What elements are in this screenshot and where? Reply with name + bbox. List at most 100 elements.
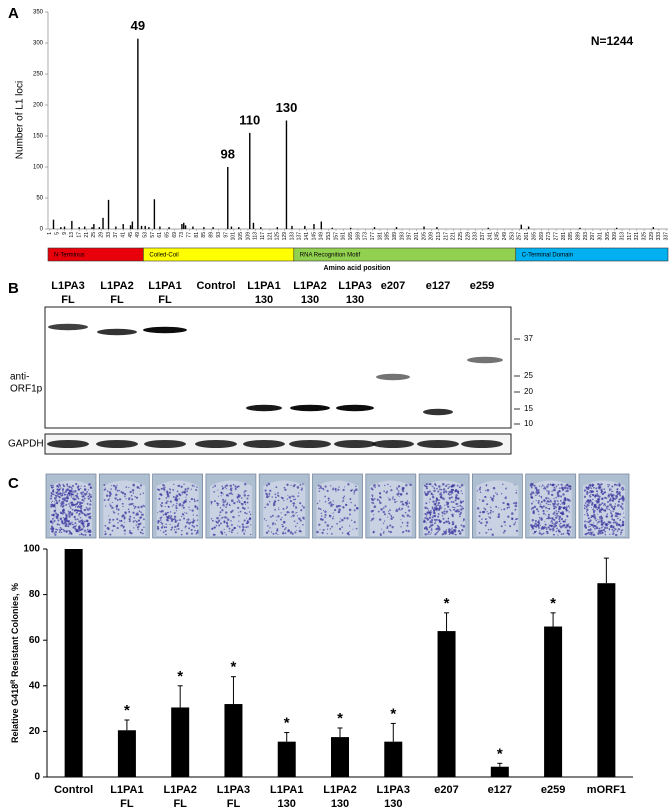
colony (561, 488, 565, 491)
colony (596, 493, 598, 495)
colony (487, 528, 490, 531)
colony (53, 532, 55, 534)
bar (331, 737, 349, 777)
x-tick-label: 113 (253, 232, 259, 240)
colony (554, 524, 558, 527)
colony (112, 484, 115, 487)
colony (560, 517, 564, 521)
x-tick-label: 301 (597, 232, 603, 241)
bar (140, 225, 143, 229)
colony (88, 516, 91, 519)
colony (396, 509, 398, 511)
colony (62, 488, 64, 490)
colony (63, 521, 66, 524)
band (195, 440, 237, 448)
colony (338, 527, 342, 531)
colony (515, 491, 518, 494)
colony (54, 501, 56, 503)
colony (250, 524, 252, 526)
colony (237, 493, 240, 496)
colony (69, 507, 72, 509)
bar (115, 226, 117, 229)
colony (196, 529, 199, 532)
colony (530, 496, 534, 499)
colony (616, 488, 619, 490)
colony (461, 506, 463, 508)
colony (594, 494, 597, 497)
bar (490, 766, 509, 777)
colony (56, 494, 59, 496)
bar (91, 227, 93, 229)
well (369, 480, 412, 536)
colony (129, 529, 131, 532)
colony (443, 521, 445, 524)
colony (143, 526, 145, 528)
colony (89, 495, 93, 499)
colony (138, 510, 141, 512)
colony (165, 523, 167, 526)
colony (535, 525, 538, 528)
colony (565, 526, 568, 529)
band (467, 356, 503, 364)
colony (560, 506, 563, 508)
colony (564, 526, 566, 529)
x-tick-label: 233 (473, 232, 479, 241)
colony (80, 519, 82, 522)
colony (59, 511, 63, 515)
colony (596, 523, 598, 525)
colony (353, 493, 355, 495)
colony (437, 501, 441, 505)
colony (483, 507, 485, 509)
colony (140, 505, 143, 509)
colony (597, 518, 599, 520)
colony (117, 508, 120, 511)
colony (129, 515, 132, 518)
colony (130, 503, 133, 506)
colony (423, 491, 426, 493)
bar (129, 225, 132, 229)
colony (335, 490, 337, 492)
colony (56, 502, 58, 505)
colony (349, 513, 351, 516)
colony (538, 532, 541, 535)
colony (278, 508, 280, 511)
colony (65, 503, 68, 506)
colony (609, 503, 612, 506)
colony (324, 500, 327, 503)
x-tick-label: 173 (363, 232, 369, 241)
colony (390, 489, 393, 492)
colony (349, 531, 351, 533)
colony (485, 484, 488, 487)
colony (187, 518, 190, 521)
colony (300, 509, 303, 512)
colony (293, 520, 296, 522)
y-tick-label: 0 (40, 227, 44, 233)
colony (299, 519, 302, 522)
colony (566, 483, 569, 487)
bar (102, 217, 104, 229)
colony (63, 491, 65, 494)
colony (589, 485, 592, 488)
bar (313, 224, 315, 229)
x-tick-label: 261 (524, 232, 530, 241)
colony (331, 533, 333, 535)
colony (141, 528, 144, 531)
colony (617, 517, 619, 520)
colony (596, 494, 600, 497)
colony (599, 486, 602, 489)
colony (514, 508, 517, 511)
colony (212, 533, 215, 536)
colony (137, 487, 139, 489)
colony (564, 488, 566, 490)
colony (492, 510, 494, 513)
colony (384, 520, 386, 522)
colony (448, 486, 450, 488)
colony (244, 483, 247, 486)
colony (49, 497, 53, 500)
colony (400, 493, 403, 496)
colony (540, 495, 543, 498)
colony (598, 505, 600, 507)
colony (548, 501, 551, 503)
colony (89, 499, 92, 501)
y-tick-label: 20 (29, 726, 41, 737)
